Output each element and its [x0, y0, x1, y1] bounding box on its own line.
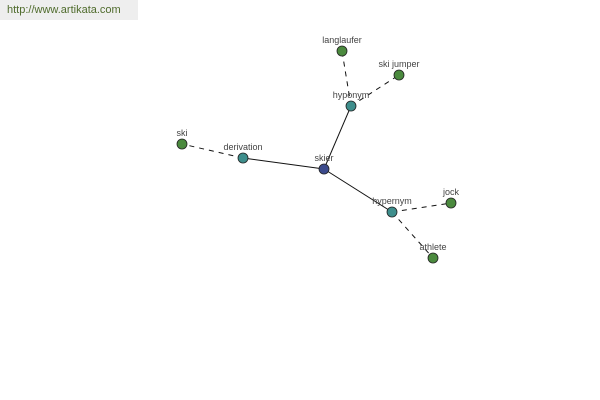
- node-derivation[interactable]: [237, 152, 249, 164]
- node-label-ski_jumper: ski jumper: [378, 59, 419, 69]
- edge-skier-hyponym: [323, 105, 352, 170]
- node-label-athlete: athlete: [419, 242, 446, 252]
- node-jock[interactable]: [445, 197, 457, 209]
- node-label-hyponym: hyponym: [333, 90, 370, 100]
- site-header: http://www.artikata.com: [0, 0, 138, 20]
- edge-skier-hypernym: [323, 168, 393, 213]
- node-skier[interactable]: [318, 163, 330, 175]
- node-label-hypernym: hypernym: [372, 196, 412, 206]
- node-label-langlaufer: langlaufer: [322, 35, 362, 45]
- edge-skier-derivation: [242, 157, 325, 170]
- node-hyponym[interactable]: [345, 100, 357, 112]
- node-ski_jumper[interactable]: [393, 69, 405, 81]
- site-link[interactable]: http://www.artikata.com: [7, 4, 121, 16]
- node-label-skier: skier: [314, 153, 333, 163]
- edge-hypernym-athlete: [391, 211, 434, 259]
- node-athlete[interactable]: [427, 252, 439, 264]
- node-langlaufer[interactable]: [336, 45, 348, 57]
- edge-derivation-ski: [181, 143, 244, 159]
- node-label-ski: ski: [177, 128, 188, 138]
- node-label-derivation: derivation: [223, 142, 262, 152]
- node-hypernym[interactable]: [386, 206, 398, 218]
- node-label-jock: jock: [442, 187, 460, 197]
- node-ski[interactable]: [176, 138, 188, 150]
